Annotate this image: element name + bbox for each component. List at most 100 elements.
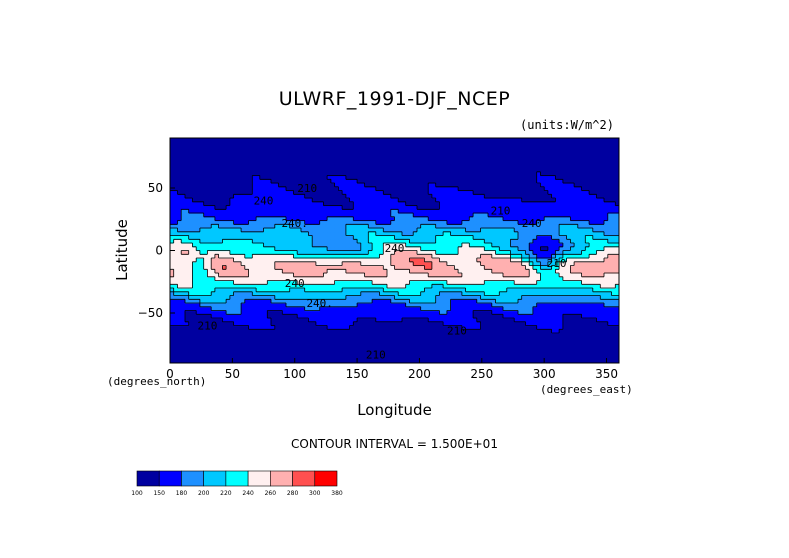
field-cell xyxy=(424,231,429,237)
field-cell xyxy=(398,179,403,184)
field-cell xyxy=(177,224,182,229)
field-cell xyxy=(390,310,396,315)
field-cell xyxy=(379,209,384,214)
field-cell xyxy=(170,179,175,184)
field-cell xyxy=(330,318,336,323)
field-cell xyxy=(383,291,388,297)
field-cell xyxy=(435,156,440,162)
field-cell xyxy=(229,250,235,255)
field-cell xyxy=(278,336,283,342)
field-cell xyxy=(473,224,478,229)
field-cell xyxy=(327,336,332,342)
field-cell xyxy=(301,329,306,334)
field-cell xyxy=(443,186,448,192)
field-cell xyxy=(252,280,257,285)
field-cell xyxy=(424,190,429,195)
field-cell xyxy=(342,205,347,210)
field-cell xyxy=(207,190,212,195)
field-cell xyxy=(278,175,283,180)
field-cell xyxy=(244,149,250,154)
field-cell xyxy=(274,145,280,150)
field-cell xyxy=(297,164,302,169)
field-cell xyxy=(454,205,459,210)
field-cell xyxy=(390,359,396,363)
field-cell xyxy=(315,164,321,169)
field-cell xyxy=(185,220,190,225)
field-cell xyxy=(293,213,298,218)
field-cell xyxy=(211,265,216,270)
field-cell xyxy=(192,168,197,173)
field-cell xyxy=(289,336,294,342)
field-cell xyxy=(435,190,440,195)
field-cell xyxy=(428,269,433,274)
field-cell xyxy=(334,359,339,363)
field-cell xyxy=(357,168,362,173)
field-cell xyxy=(383,276,388,282)
field-cell xyxy=(327,141,332,147)
field-cell xyxy=(214,284,220,289)
field-cell xyxy=(226,265,231,270)
field-cell xyxy=(458,303,463,308)
field-cell xyxy=(357,340,362,345)
field-cell xyxy=(297,265,302,270)
field-cell xyxy=(458,171,463,177)
field-cell xyxy=(323,220,328,225)
field-cell xyxy=(330,303,336,308)
field-cell xyxy=(185,205,190,210)
field-cell xyxy=(398,183,403,188)
field-cell xyxy=(207,299,212,304)
field-cell xyxy=(383,168,388,173)
field-cell xyxy=(244,325,250,330)
field-cell xyxy=(196,156,201,162)
field-cell xyxy=(229,235,235,240)
field-cell xyxy=(345,258,351,263)
field-cell xyxy=(439,318,444,323)
field-cell xyxy=(293,186,298,192)
field-cell xyxy=(435,265,440,270)
field-cell xyxy=(181,190,186,195)
field-cell xyxy=(413,235,418,240)
field-cell xyxy=(226,250,231,255)
field-cell xyxy=(428,239,433,244)
field-cell xyxy=(379,201,384,207)
field-cell xyxy=(454,288,459,293)
field-cell xyxy=(469,164,474,169)
field-cell xyxy=(424,183,429,188)
field-cell xyxy=(271,216,276,222)
field-cell xyxy=(383,269,388,274)
field-cell xyxy=(465,141,470,147)
field-cell xyxy=(282,295,287,300)
field-cell xyxy=(297,254,302,259)
field-cell xyxy=(364,239,369,244)
field-cell xyxy=(192,186,197,192)
field-cell xyxy=(338,250,343,255)
field-cell xyxy=(229,284,235,289)
field-cell xyxy=(405,175,410,180)
field-cell xyxy=(360,179,366,184)
field-cell xyxy=(188,336,193,342)
field-cell xyxy=(353,288,358,293)
field-cell xyxy=(278,351,283,357)
field-cell xyxy=(327,138,332,143)
field-cell xyxy=(360,168,366,173)
field-cell xyxy=(368,239,373,244)
field-cell xyxy=(428,168,433,173)
field-cell xyxy=(446,224,452,229)
field-cell xyxy=(338,325,343,330)
field-cell xyxy=(286,303,291,308)
field-cell xyxy=(319,160,324,165)
field-cell xyxy=(398,250,403,255)
field-cell xyxy=(170,291,175,297)
field-cell xyxy=(387,186,392,192)
field-cell xyxy=(315,213,321,218)
field-cell xyxy=(469,201,474,207)
field-cell xyxy=(226,213,231,218)
field-cell xyxy=(241,145,246,150)
field-cell xyxy=(274,329,280,334)
field-cell xyxy=(282,355,287,360)
field-cell xyxy=(271,280,276,285)
field-cell xyxy=(465,213,470,218)
field-cell xyxy=(304,209,309,214)
field-cell xyxy=(469,340,474,345)
field-cell xyxy=(458,325,463,330)
